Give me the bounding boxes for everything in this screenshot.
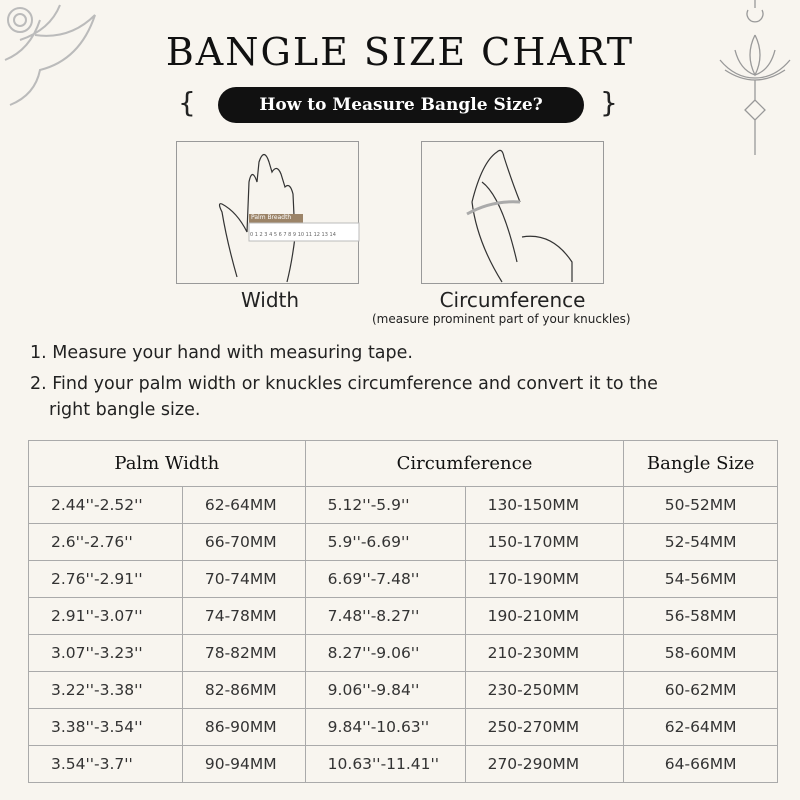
palm-width-mm-cell: 90-94MM — [181, 745, 306, 783]
circumference-inch-cell: 8.27''-9.06'' — [304, 634, 466, 672]
hanging-lotus-icon — [719, 0, 791, 155]
palm-width-inch-cell: 3.22''-3.38'' — [28, 671, 183, 709]
palm-width-mm-cell: 74-78MM — [181, 597, 306, 635]
header-palm-width: Palm Width — [28, 440, 306, 487]
palm-width-mm-cell: 78-82MM — [181, 634, 306, 672]
step-2: 2. Find your palm width or knuckles circ… — [30, 374, 658, 394]
circumference-mm-cell: 270-290MM — [464, 745, 625, 783]
flourish-right-icon: } — [600, 86, 618, 119]
table-row: 2.44''-2.52'' 62-64MM 5.12''-5.9'' 130-150M… — [28, 486, 778, 524]
ruler-ticks: 0 1 2 3 4 5 6 7 8 9 10 11 12 13 14 — [250, 232, 336, 238]
circumference-mm-cell: 190-210MM — [464, 597, 625, 635]
circumference-mm-cell: 230-250MM — [464, 671, 625, 709]
table-header-row: Palm Width Circumference Bangle Size — [28, 440, 778, 487]
circumference-inch-cell: 10.63''-11.41'' — [304, 745, 466, 783]
lotus-ornament-icon — [4, 4, 96, 106]
palm-width-mm-cell: 82-86MM — [181, 671, 306, 709]
bangle-size-cell: 52-54MM — [623, 523, 778, 561]
palm-width-inch-cell: 3.38''-3.54'' — [28, 708, 183, 746]
bangle-size-cell: 62-64MM — [623, 708, 778, 746]
palm-width-inch-cell: 2.91''-3.07'' — [28, 597, 183, 635]
circumference-mm-cell: 150-170MM — [464, 523, 625, 561]
palm-width-inch-cell: 3.07''-3.23'' — [28, 634, 183, 672]
circumference-mm-cell: 130-150MM — [464, 486, 625, 524]
flourish-left-icon: { — [178, 86, 196, 119]
circumference-diagram — [421, 141, 604, 284]
bangle-size-cell: 50-52MM — [623, 486, 778, 524]
palm-width-mm-cell: 86-90MM — [181, 708, 306, 746]
width-caption: Width — [240, 288, 300, 312]
size-table: Palm Width Circumference Bangle Size 2.4… — [28, 440, 778, 783]
circumference-mm-cell: 210-230MM — [464, 634, 625, 672]
circumference-inch-cell: 7.48''-8.27'' — [304, 597, 466, 635]
hand-circumference-illustration-icon — [466, 149, 573, 283]
table-row: 2.91''-3.07'' 74-78MM 7.48''-8.27'' 190-210… — [28, 597, 778, 635]
bangle-size-cell: 58-60MM — [623, 634, 778, 672]
circumference-mm-cell: 250-270MM — [464, 708, 625, 746]
step-2-continued: right bangle size. — [49, 400, 201, 420]
palm-width-inch-cell: 2.76''-2.91'' — [28, 560, 183, 598]
circumference-inch-cell: 9.06''-9.84'' — [304, 671, 466, 709]
header-bangle-size: Bangle Size — [623, 440, 778, 487]
table-row: 2.6''-2.76'' 66-70MM 5.9''-6.69'' 150-170MM… — [28, 523, 778, 561]
palm-width-inch-cell: 2.6''-2.76'' — [28, 523, 183, 561]
bangle-size-cell: 64-66MM — [623, 745, 778, 783]
table-row: 3.07''-3.23'' 78-82MM 8.27''-9.06'' 210-230… — [28, 634, 778, 672]
palm-width-mm-cell: 62-64MM — [181, 486, 306, 524]
palm-width-inch-cell: 2.44''-2.52'' — [28, 486, 183, 524]
circumference-inch-cell: 5.9''-6.69'' — [304, 523, 466, 561]
circumference-mm-cell: 170-190MM — [464, 560, 625, 598]
circumference-note: (measure prominent part of your knuckles… — [372, 312, 631, 326]
table-row: 3.54''-3.7'' 90-94MM 10.63''-11.41'' 270-29… — [28, 745, 778, 783]
bangle-size-cell: 60-62MM — [623, 671, 778, 709]
width-diagram: Palm Breadth 0 1 2 3 4 5 6 7 8 9 10 11 1… — [176, 141, 360, 284]
table-row: 3.38''-3.54'' 86-90MM 9.84''-10.63'' 250-27… — [28, 708, 778, 746]
section-heading: How to Measure Bangle Size? — [218, 87, 584, 123]
step-1: 1. Measure your hand with measuring tape… — [30, 343, 413, 363]
bangle-size-cell: 56-58MM — [623, 597, 778, 635]
circumference-inch-cell: 6.69''-7.48'' — [304, 560, 466, 598]
page-title: BANGLE SIZE CHART — [165, 30, 635, 74]
hand-width-illustration-icon — [218, 153, 360, 283]
header-circumference: Circumference — [304, 440, 625, 487]
bangle-size-cell: 54-56MM — [623, 560, 778, 598]
table-row: 3.22''-3.38'' 82-86MM 9.06''-9.84'' 230-250… — [28, 671, 778, 709]
ruler-label: Palm Breadth — [251, 214, 292, 221]
palm-width-inch-cell: 3.54''-3.7'' — [28, 745, 183, 783]
circumference-caption: Circumference — [439, 288, 586, 312]
palm-width-mm-cell: 66-70MM — [181, 523, 306, 561]
palm-width-mm-cell: 70-74MM — [181, 560, 306, 598]
circumference-inch-cell: 5.12''-5.9'' — [304, 486, 466, 524]
circumference-inch-cell: 9.84''-10.63'' — [304, 708, 466, 746]
table-row: 2.76''-2.91'' 70-74MM 6.69''-7.48'' 170-190… — [28, 560, 778, 598]
